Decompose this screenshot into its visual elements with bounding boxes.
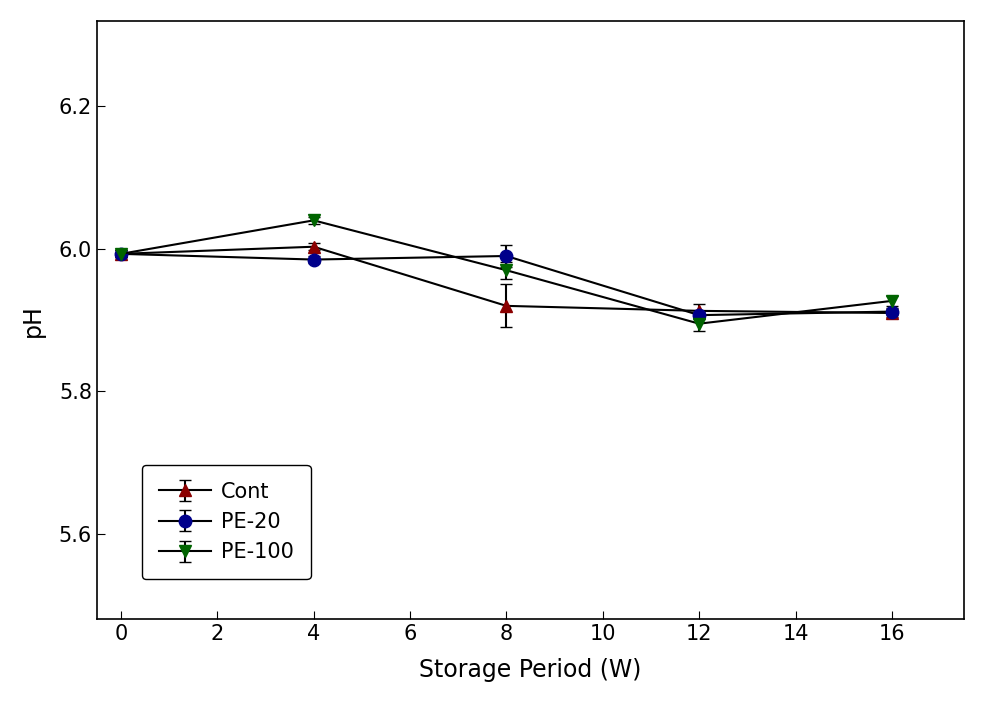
- Legend: Cont, PE-20, PE-100: Cont, PE-20, PE-100: [142, 465, 310, 579]
- X-axis label: Storage Period (W): Storage Period (W): [420, 658, 641, 682]
- Y-axis label: pH: pH: [21, 304, 45, 337]
